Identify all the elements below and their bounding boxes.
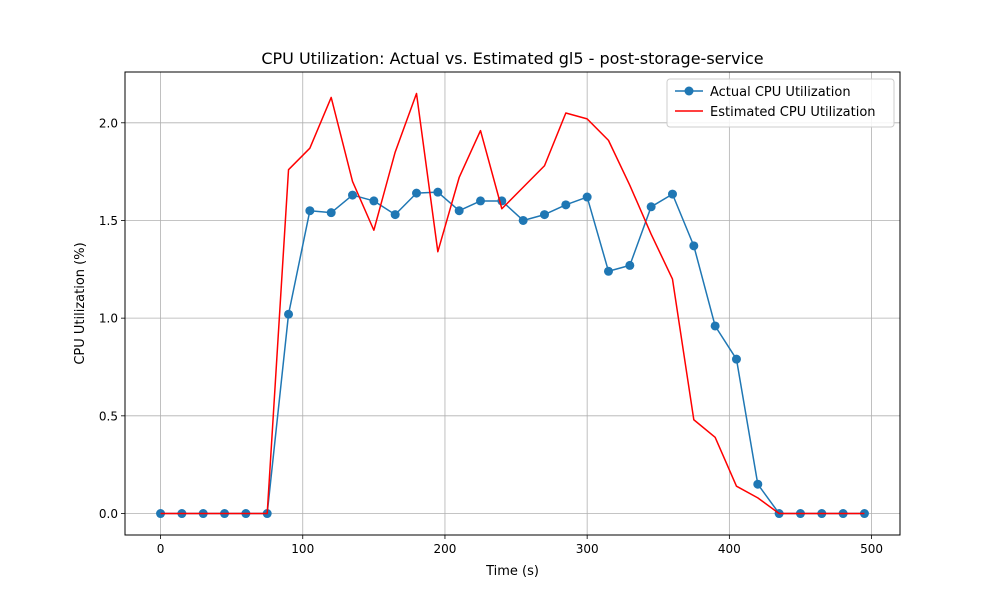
data-point-actual: [710, 321, 720, 331]
legend-estimated-label: Estimated CPU Utilization: [710, 105, 876, 120]
y-tick-label: 1.0: [99, 312, 118, 326]
x-tick-label: 500: [860, 542, 883, 556]
y-tick-label: 0.0: [99, 507, 118, 521]
legend: Actual CPU Utilization Estimated CPU Uti…: [666, 78, 895, 128]
legend-actual-marker: [684, 86, 694, 96]
data-point-actual: [433, 187, 443, 197]
data-point-actual: [518, 215, 528, 225]
y-tick-label: 2.0: [99, 116, 118, 130]
data-point-actual: [753, 479, 763, 489]
y-tick-label: 1.5: [99, 214, 118, 228]
data-point-actual: [603, 266, 613, 276]
x-tick-label: 0: [157, 542, 165, 556]
series-line-actual: [160, 191, 865, 515]
data-point-actual: [539, 210, 549, 220]
series-layer: [156, 92, 869, 519]
x-axis-label: Time (s): [485, 564, 539, 579]
legend-actual-label: Actual CPU Utilization: [710, 85, 851, 100]
data-point-actual: [412, 188, 422, 198]
data-point-actual: [561, 200, 571, 210]
x-tick-label: 400: [718, 542, 741, 556]
data-point-actual: [454, 206, 464, 216]
x-tick-label: 200: [434, 542, 457, 556]
data-point-actual: [305, 206, 315, 216]
axis-ticks: 0 100 200 300 400 500 0.0 0.5 1.0 1.5 2.0: [99, 116, 883, 556]
data-point-actual: [326, 208, 336, 218]
y-tick-label: 0.5: [99, 409, 118, 423]
data-point-actual: [348, 190, 358, 200]
data-point-actual: [689, 241, 699, 251]
data-point-actual: [625, 260, 635, 270]
x-tick-label: 300: [576, 542, 599, 556]
data-point-actual: [667, 189, 677, 199]
data-point-actual: [476, 196, 486, 206]
y-axis-label: CPU Utilization (%): [73, 242, 88, 364]
series-line-estimated: [160, 92, 865, 515]
data-point-actual: [731, 354, 741, 364]
data-point-actual: [284, 309, 294, 319]
data-point-actual: [646, 202, 656, 212]
x-tick-label: 100: [291, 542, 314, 556]
legend-box: [666, 78, 895, 128]
data-point-actual: [369, 196, 379, 206]
data-point-actual: [582, 192, 592, 202]
data-point-actual: [390, 210, 400, 220]
chart-title: CPU Utilization: Actual vs. Estimated gl…: [261, 49, 763, 68]
plot-area-frame: [124, 71, 901, 536]
